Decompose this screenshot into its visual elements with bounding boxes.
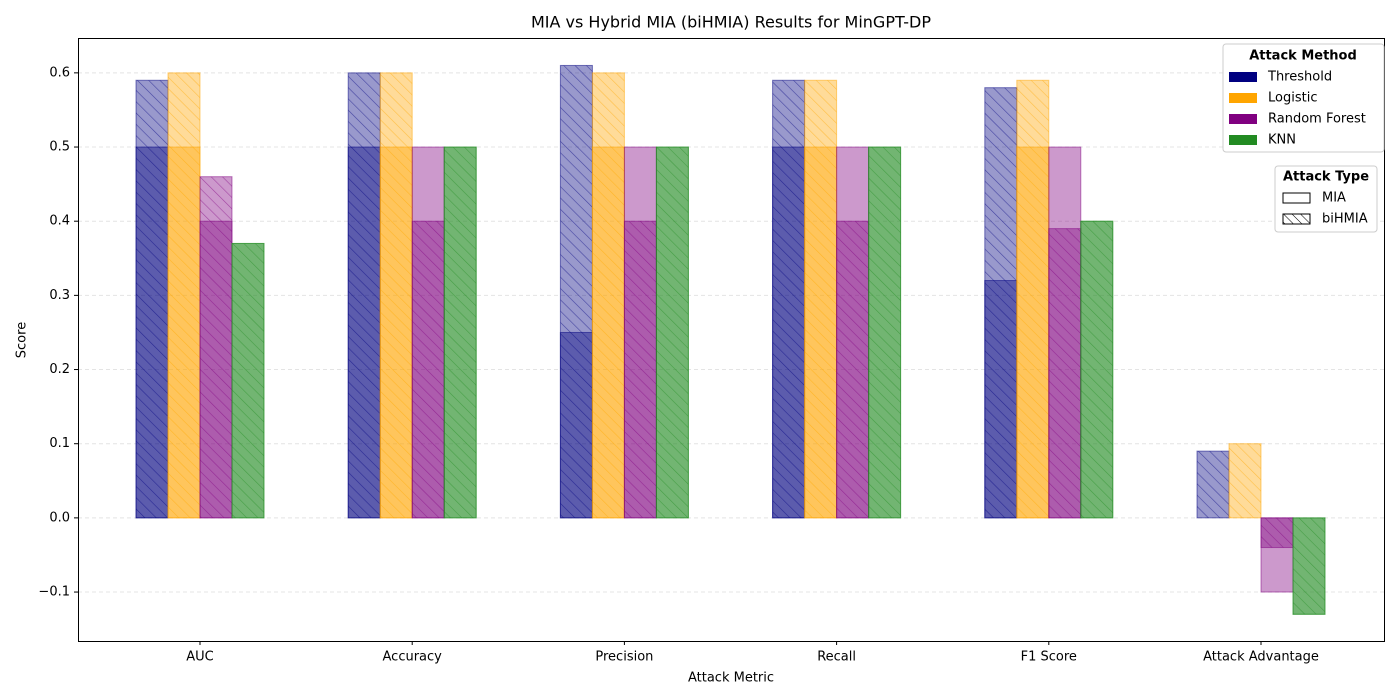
y-tick-label: 0.2 xyxy=(49,362,70,377)
bar-bihmia xyxy=(623,220,657,519)
chart-title: MIA vs Hybrid MIA (biHMIA) Results for M… xyxy=(531,13,931,32)
legend-label: KNN xyxy=(1268,133,1296,148)
bar-bihmia xyxy=(231,242,265,519)
x-tick-label: F1 Score xyxy=(1021,650,1077,665)
legend-swatch xyxy=(1282,213,1311,225)
y-axis-label: Score xyxy=(15,322,30,358)
legend-label: MIA xyxy=(1322,191,1346,206)
bar-bihmia xyxy=(804,79,838,519)
legend-swatch xyxy=(1229,135,1257,145)
x-tick-label: Precision xyxy=(595,650,653,665)
bar-bihmia xyxy=(1080,220,1114,519)
legend-label: Threshold xyxy=(1267,70,1332,85)
y-tick-label: 0.0 xyxy=(49,510,70,525)
bar-bihmia xyxy=(443,146,477,519)
y-tick-label: 0.4 xyxy=(49,214,70,229)
legend-label: Random Forest xyxy=(1268,112,1366,127)
bar-bihmia xyxy=(1016,79,1050,519)
bar-bihmia xyxy=(1260,517,1294,549)
legend-title: Attack Method xyxy=(1249,49,1357,64)
bar-bihmia xyxy=(379,72,413,519)
x-tick-label: Attack Advantage xyxy=(1203,650,1319,665)
bar-bihmia xyxy=(836,220,870,519)
bars xyxy=(135,64,1326,615)
x-axis-label: Attack Metric xyxy=(688,671,774,686)
legend-swatch xyxy=(1229,93,1257,103)
y-tick-label: 0.3 xyxy=(49,288,70,303)
bar-bihmia xyxy=(199,176,233,519)
plot-frame xyxy=(78,38,1385,642)
bar-bihmia xyxy=(655,146,689,519)
bar-bihmia xyxy=(1228,443,1262,519)
y-tick-label: 0.1 xyxy=(49,436,70,451)
legend: Attack Method Threshold Logistic Random For… xyxy=(1222,43,1385,233)
legend-label: Logistic xyxy=(1268,91,1317,106)
legend-box xyxy=(1222,43,1385,153)
legend-title: Attack Type xyxy=(1283,170,1369,185)
bar-bihmia xyxy=(1196,450,1230,519)
axes: −0.1 0.0 0.1 0.2 0.3 0.4 0.5 0.6 AUC Accuracy Prec… xyxy=(38,65,1318,664)
legend-swatch xyxy=(1282,192,1311,204)
bar-bihmia xyxy=(1048,228,1082,519)
bar-bihmia xyxy=(984,87,1018,519)
y-tick-label: −0.1 xyxy=(38,585,70,600)
bar-bihmia xyxy=(1292,517,1326,615)
legend-swatch xyxy=(1229,72,1257,82)
y-tick-label: 0.6 xyxy=(49,65,70,80)
x-tick-label: AUC xyxy=(186,650,214,665)
y-tick-label: 0.5 xyxy=(49,140,70,155)
bar-bihmia xyxy=(135,79,169,519)
grid xyxy=(78,72,1385,593)
bar-bihmia xyxy=(411,220,445,519)
x-tick-label: Recall xyxy=(817,650,856,665)
bar-bihmia xyxy=(167,72,201,519)
x-tick-label: Accuracy xyxy=(383,650,443,665)
legend-label: biHMIA xyxy=(1322,212,1368,227)
bar-bihmia xyxy=(559,64,593,519)
bar-bihmia xyxy=(868,146,902,519)
bar-bihmia xyxy=(772,79,806,519)
legend-swatch xyxy=(1229,114,1257,124)
bar-bihmia xyxy=(591,72,625,519)
bar-bihmia xyxy=(347,72,381,519)
